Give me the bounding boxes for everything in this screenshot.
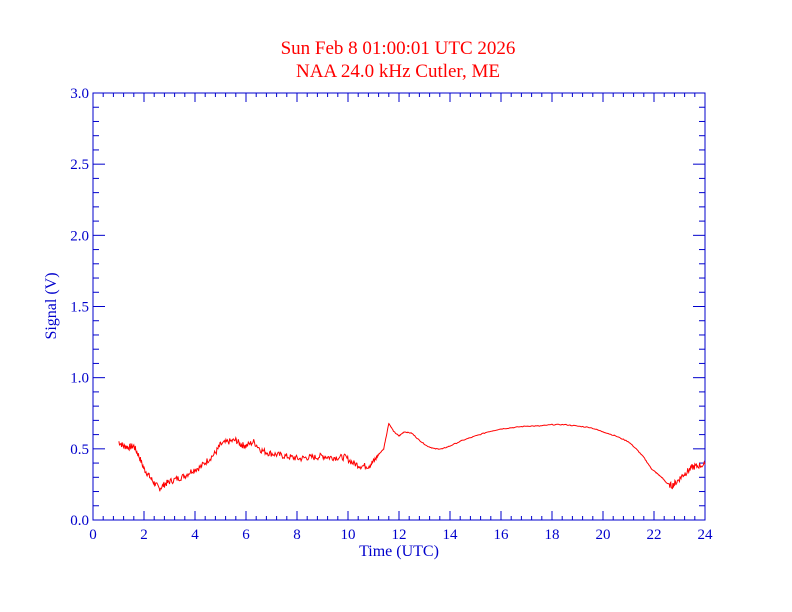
x-axis-label: Time (UTC) <box>359 543 439 560</box>
plot-frame <box>92 92 706 521</box>
x-tick-label: 10 <box>341 527 356 543</box>
x-tick-label: 0 <box>89 527 97 543</box>
y-tick-label: 3.0 <box>70 86 89 102</box>
y-tick-label: 0.0 <box>70 513 89 529</box>
x-tick-label: 24 <box>698 527 714 543</box>
x-tick-label: 20 <box>596 527 611 543</box>
x-tick-label: 4 <box>191 527 199 543</box>
x-tick-labels: 0 2 4 6 8 10 12 14 16 18 20 22 24 <box>89 527 713 543</box>
x-tick-label: 14 <box>443 527 459 543</box>
x-tick-label: 12 <box>392 527 407 543</box>
y-tick-label: 2.5 <box>70 157 89 173</box>
y-axis-label: Signal (V) <box>43 272 60 339</box>
x-tick-label: 6 <box>242 527 250 543</box>
x-tick-label: 18 <box>545 527 560 543</box>
y-tick-label: 1.5 <box>70 300 89 316</box>
signal-series-line <box>118 422 706 492</box>
x-tick-label: 8 <box>293 527 301 543</box>
axis-ticks <box>92 92 706 521</box>
chart-title: Sun Feb 8 01:00:01 UTC 2026 <box>281 38 516 59</box>
x-tick-label: 2 <box>140 527 148 543</box>
x-tick-label: 16 <box>494 527 510 543</box>
y-tick-label: 0.5 <box>70 442 89 458</box>
y-tick-label: 2.0 <box>70 228 89 244</box>
y-tick-label: 1.0 <box>70 371 89 387</box>
chart-subtitle: NAA 24.0 kHz Cutler, ME <box>296 61 500 82</box>
x-tick-label: 22 <box>647 527 662 543</box>
y-tick-labels: 0.0 0.5 1.0 1.5 2.0 2.5 3.0 <box>70 86 89 529</box>
